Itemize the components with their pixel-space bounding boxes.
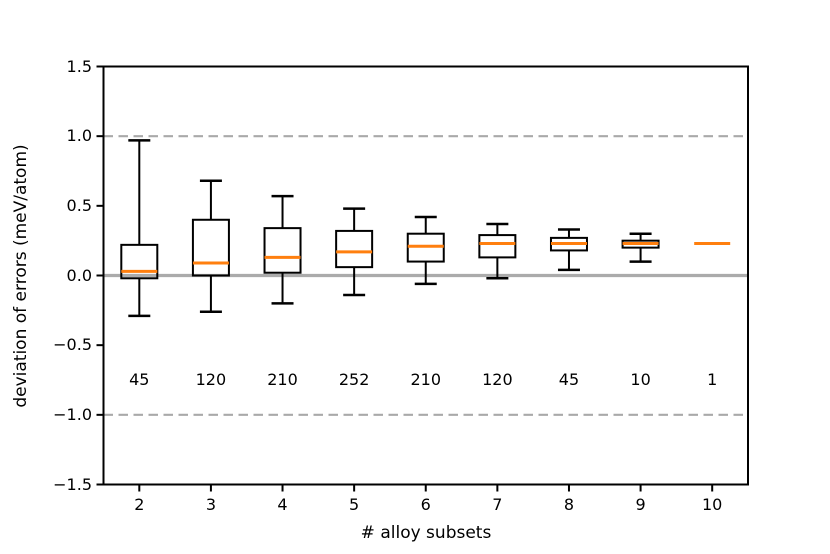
box-iqr bbox=[120, 243, 159, 280]
count-annotation: 210 bbox=[410, 370, 442, 389]
count-annotation: 120 bbox=[195, 370, 227, 389]
y-tick-label: −1.5 bbox=[53, 474, 92, 494]
x-tick-label: 8 bbox=[563, 495, 575, 514]
y-tick-label: 0.0 bbox=[66, 265, 92, 285]
box-iqr bbox=[263, 227, 302, 274]
count-annotation: 1 bbox=[707, 370, 718, 389]
count-annotation: 210 bbox=[267, 370, 298, 389]
x-axis-label: # alloy subsets bbox=[360, 523, 492, 543]
x-tick-label: 10 bbox=[702, 495, 723, 514]
y-tick-label: −0.5 bbox=[53, 335, 92, 355]
box-iqr bbox=[335, 229, 374, 269]
box-iqr bbox=[191, 218, 230, 277]
x-tick-label: 7 bbox=[492, 495, 503, 514]
count-annotation: 45 bbox=[129, 370, 150, 389]
x-tick-label: 5 bbox=[349, 495, 360, 514]
x-tick-label: 6 bbox=[420, 495, 431, 514]
count-annotation: 252 bbox=[338, 370, 370, 389]
x-tick-label: 4 bbox=[277, 495, 288, 514]
y-tick-label: 1.0 bbox=[66, 126, 92, 146]
x-tick-label: 9 bbox=[635, 495, 646, 514]
y-tick-label: 0.5 bbox=[66, 195, 92, 215]
count-annotation: 120 bbox=[482, 370, 513, 389]
count-annotation: 10 bbox=[630, 370, 651, 389]
y-tick-label: 1.5 bbox=[66, 56, 92, 76]
x-tick-label: 2 bbox=[134, 495, 145, 514]
y-tick-label: −1.0 bbox=[53, 404, 92, 424]
x-tick-label: 3 bbox=[205, 495, 216, 514]
box-iqr bbox=[478, 234, 517, 259]
y-axis-label: deviation of errors (meV/atom) bbox=[11, 144, 31, 408]
count-annotation: 45 bbox=[558, 370, 580, 389]
